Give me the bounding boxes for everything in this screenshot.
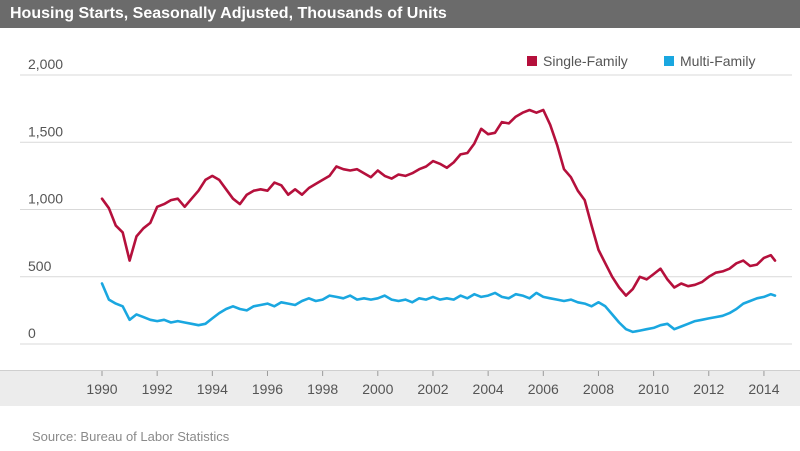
source-note: Source: Bureau of Labor Statistics: [32, 429, 230, 444]
y-tick-label: 500: [28, 258, 52, 274]
y-tick-label: 1,000: [28, 191, 63, 207]
legend-label: Multi-Family: [680, 53, 755, 69]
series-lines: [100, 108, 777, 334]
series-line-single-family: [100, 108, 777, 297]
y-tick-label: 1,500: [28, 123, 63, 139]
title-bar: Housing Starts, Seasonally Adjusted, Tho…: [0, 0, 800, 28]
gridlines: [20, 74, 792, 345]
x-tick-label: 1998: [307, 381, 338, 397]
x-tick-label: 2012: [693, 381, 724, 397]
x-axis-band: [0, 370, 800, 406]
legend: Single-Family Multi-Family: [527, 53, 755, 69]
x-axis-tick-labels: 1990 1992 1994 1996 1998 2000 2002 2004 2006 2008…: [86, 371, 780, 397]
y-tick-label: 0: [28, 325, 36, 341]
series-line-multi-family: [100, 282, 777, 334]
x-tick-label: 1990: [86, 381, 117, 397]
chart-title: Housing Starts, Seasonally Adjusted, Tho…: [10, 5, 447, 22]
legend-swatch: [527, 56, 537, 66]
x-tick-label: 2008: [583, 381, 614, 397]
x-tick-label: 2006: [528, 381, 559, 397]
x-tick-label: 1996: [252, 381, 283, 397]
legend-swatch: [664, 56, 674, 66]
legend-label: Single-Family: [543, 53, 628, 69]
x-tick-label: 2010: [638, 381, 669, 397]
y-axis-tick-labels: 0 500 1,000 1,500 2,000: [28, 56, 63, 341]
x-tick-label: 2014: [748, 381, 779, 397]
x-tick-label: 1994: [197, 381, 228, 397]
x-tick-label: 2004: [473, 381, 504, 397]
x-tick-label: 1992: [142, 381, 173, 397]
x-tick-label: 2002: [417, 381, 448, 397]
line-chart: 0 500 1,000 1,500 2,000 1990 1992 1994 1996 1998…: [20, 53, 792, 397]
x-tick-label: 2000: [362, 381, 393, 397]
y-tick-label: 2,000: [28, 56, 63, 72]
